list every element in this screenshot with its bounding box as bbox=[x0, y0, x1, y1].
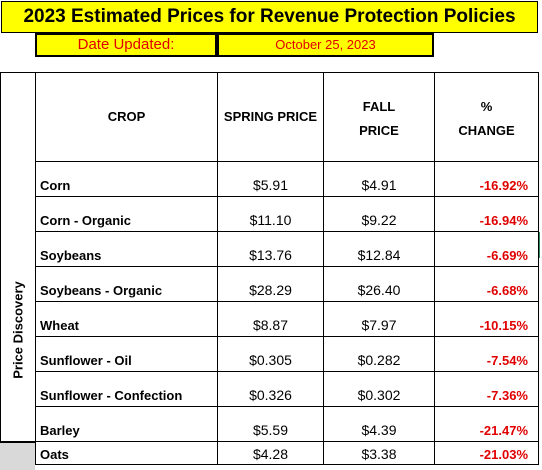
fall-price-cell[interactable]: $9.22 bbox=[323, 196, 435, 232]
header-fall-price[interactable]: FALL PRICE bbox=[323, 72, 435, 162]
row-header-grey-cell bbox=[0, 442, 35, 470]
spring-price-cell[interactable]: $0.326 bbox=[217, 371, 324, 407]
fall-price-cell[interactable]: $4.39 bbox=[323, 406, 435, 442]
table-row: Wheat $8.87 $7.97 -10.15% bbox=[35, 301, 539, 337]
percent-change-cell[interactable]: -6.68% bbox=[434, 266, 539, 302]
header-percent-change[interactable]: % CHANGE bbox=[434, 72, 539, 162]
percent-change-cell[interactable]: -7.36% bbox=[434, 371, 539, 407]
crop-cell[interactable]: Soybeans bbox=[35, 231, 218, 267]
fall-price-cell[interactable]: $0.282 bbox=[323, 336, 435, 372]
cell-selection-edge bbox=[539, 232, 542, 258]
spring-price-cell[interactable]: $0.305 bbox=[217, 336, 324, 372]
table-row: Oats $4.28 $3.38 -21.03% bbox=[35, 441, 539, 465]
spring-price-cell[interactable]: $5.59 bbox=[217, 406, 324, 442]
header-spring-price[interactable]: SPRING PRICE bbox=[217, 72, 324, 162]
table-row: Soybeans $13.76 $12.84 -6.69% bbox=[35, 231, 539, 267]
crop-cell[interactable]: Oats bbox=[35, 441, 218, 465]
spring-price-cell[interactable]: $8.87 bbox=[217, 301, 324, 337]
header-fall-line1: FALL bbox=[362, 99, 396, 114]
spring-price-cell[interactable]: $11.10 bbox=[217, 196, 324, 232]
date-updated-label[interactable]: Date Updated: bbox=[35, 33, 217, 57]
header-fall-line2: PRICE bbox=[359, 123, 399, 138]
fall-price-cell[interactable]: $26.40 bbox=[323, 266, 435, 302]
crop-cell[interactable]: Wheat bbox=[35, 301, 218, 337]
percent-change-cell[interactable]: -21.03% bbox=[434, 441, 539, 465]
price-discovery-label: Price Discovery bbox=[10, 281, 26, 379]
price-table: CROP SPRING PRICE FALL PRICE % CHANGE Co… bbox=[35, 72, 539, 465]
date-updated-value[interactable]: October 25, 2023 bbox=[217, 33, 434, 57]
table-row: Sunflower - Oil $0.305 $0.282 -7.54% bbox=[35, 336, 539, 372]
crop-cell[interactable]: Barley bbox=[35, 406, 218, 442]
fall-price-cell[interactable]: $3.38 bbox=[323, 441, 435, 465]
spring-price-cell[interactable]: $13.76 bbox=[217, 231, 324, 267]
crop-cell[interactable]: Sunflower - Confection bbox=[35, 371, 218, 407]
percent-change-cell[interactable]: -16.92% bbox=[434, 161, 539, 197]
fall-price-cell[interactable]: $12.84 bbox=[323, 231, 435, 267]
table-row: Sunflower - Confection $0.326 $0.302 -7.… bbox=[35, 371, 539, 407]
table-row: Corn - Organic $11.10 $9.22 -16.94% bbox=[35, 196, 539, 232]
percent-change-cell[interactable]: -16.94% bbox=[434, 196, 539, 232]
percent-change-cell[interactable]: -6.69% bbox=[434, 231, 539, 267]
header-change-line2: CHANGE bbox=[458, 123, 515, 138]
header-crop[interactable]: CROP bbox=[35, 72, 218, 162]
price-discovery-cell[interactable]: Price Discovery bbox=[0, 72, 35, 442]
header-row: CROP SPRING PRICE FALL PRICE % CHANGE bbox=[35, 72, 539, 162]
crop-cell[interactable]: Sunflower - Oil bbox=[35, 336, 218, 372]
fall-price-cell[interactable]: $0.302 bbox=[323, 371, 435, 407]
crop-cell[interactable]: Corn bbox=[35, 161, 218, 197]
spring-price-cell[interactable]: $28.29 bbox=[217, 266, 324, 302]
table-row: Corn $5.91 $4.91 -16.92% bbox=[35, 161, 539, 197]
header-change-line1: % bbox=[480, 99, 493, 114]
spring-price-cell[interactable]: $5.91 bbox=[217, 161, 324, 197]
crop-cell[interactable]: Corn - Organic bbox=[35, 196, 218, 232]
percent-change-cell[interactable]: -10.15% bbox=[434, 301, 539, 337]
fall-price-cell[interactable]: $4.91 bbox=[323, 161, 435, 197]
percent-change-cell[interactable]: -7.54% bbox=[434, 336, 539, 372]
fall-price-cell[interactable]: $7.97 bbox=[323, 301, 435, 337]
percent-change-cell[interactable]: -21.47% bbox=[434, 406, 539, 442]
sheet-title[interactable]: 2023 Estimated Prices for Revenue Protec… bbox=[1, 1, 538, 33]
table-row: Barley $5.59 $4.39 -21.47% bbox=[35, 406, 539, 442]
table-row: Soybeans - Organic $28.29 $26.40 -6.68% bbox=[35, 266, 539, 302]
spring-price-cell[interactable]: $4.28 bbox=[217, 441, 324, 465]
crop-cell[interactable]: Soybeans - Organic bbox=[35, 266, 218, 302]
